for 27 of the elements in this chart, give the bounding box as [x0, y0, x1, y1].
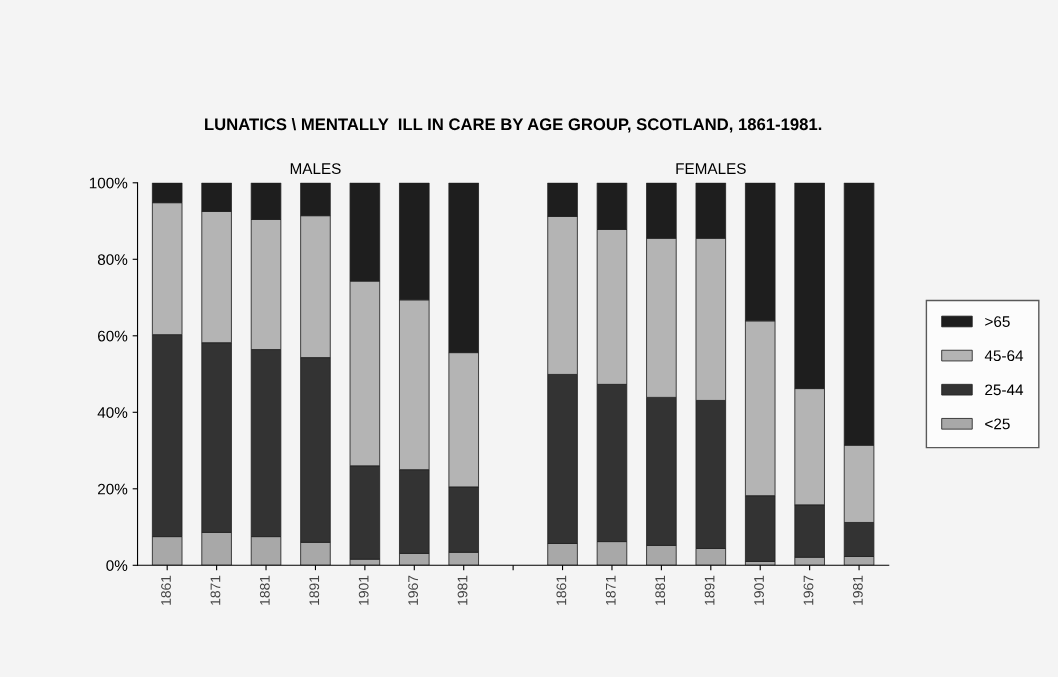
- legend-label: 25-44: [985, 384, 1024, 396]
- y-tick-label: 60%: [98, 330, 128, 342]
- x-tick-label: 1861: [556, 575, 567, 605]
- legend-label: <25: [985, 418, 1010, 430]
- x-tick-label: 1981: [852, 575, 863, 605]
- x-tick-label: 1891: [704, 575, 715, 605]
- y-tick-label: 40%: [97, 407, 128, 418]
- x-tick-label: 1967: [803, 575, 814, 605]
- x-tick-label: 1901: [754, 575, 764, 605]
- chart-title: LUNATICS \ MENTALLY ILL IN CARE BY AGE GROUP, SCOTLAND, 1861-1981.: [205, 117, 822, 133]
- text: FEMALES: [676, 163, 746, 175]
- x-tick-label: 1881: [655, 575, 666, 605]
- y-tick-label: 100%: [89, 177, 128, 189]
- y-tick-label: 0%: [106, 560, 128, 571]
- x-tick-label: 1967: [408, 575, 419, 605]
- x-tick-label: 1881: [259, 575, 270, 605]
- y-tick-label: 20%: [98, 483, 128, 495]
- x-tick-label: 1871: [605, 575, 616, 605]
- legend-label: >65: [985, 316, 1010, 327]
- x-tick-label: 1981: [457, 575, 468, 605]
- x-tick-label: 1891: [309, 575, 320, 605]
- x-tick-label: 1861: [161, 575, 171, 605]
- text: MALES: [290, 163, 341, 175]
- legend-label: 45-64: [984, 350, 1024, 362]
- x-tick-label: 1871: [210, 575, 221, 605]
- y-tick-label: 80%: [97, 254, 128, 265]
- x-tick-label: 1901: [358, 575, 369, 605]
